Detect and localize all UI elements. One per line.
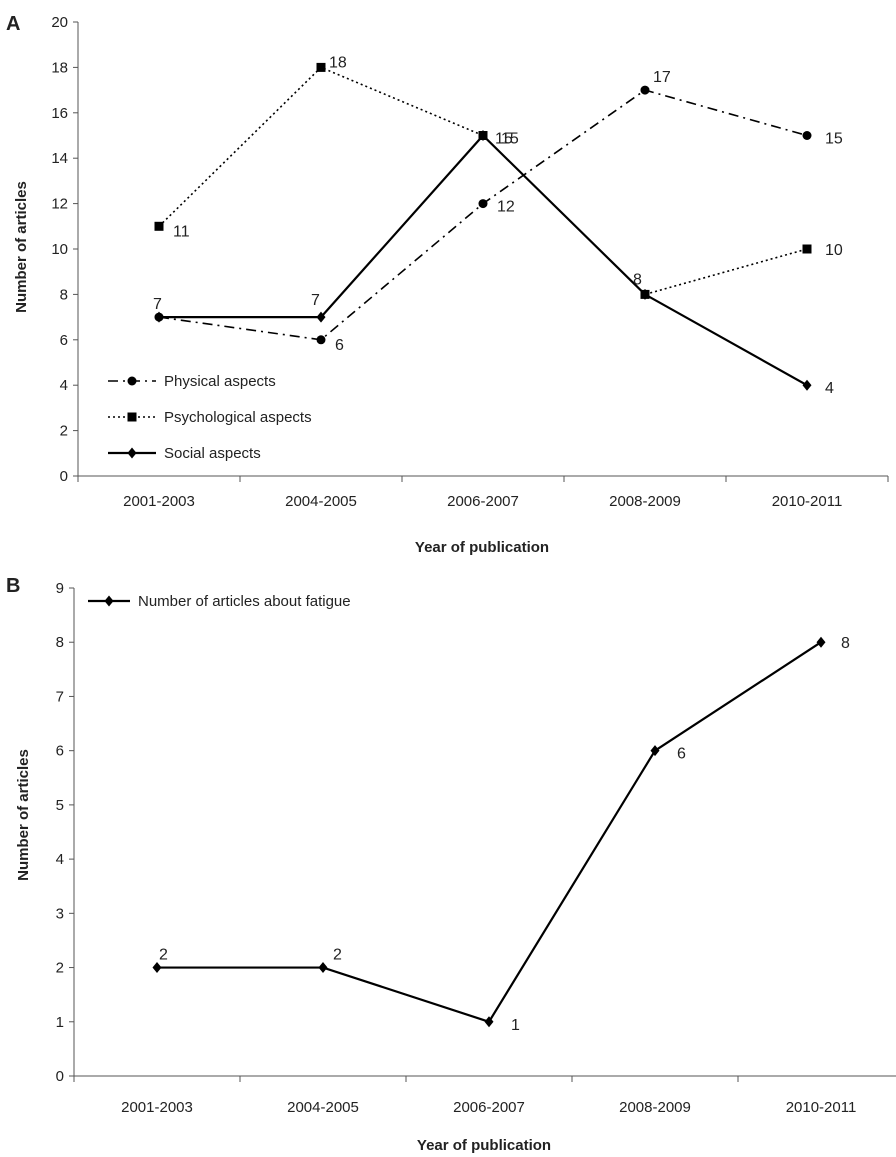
data-label: 2 — [333, 947, 342, 964]
y-tick-label: 6 — [56, 743, 64, 760]
data-label: 4 — [825, 380, 834, 397]
x-tick-label: 2006-2007 — [447, 493, 519, 510]
legend-a: Physical aspects Psychological aspects Soc… — [108, 373, 312, 462]
data-point-circle — [316, 335, 326, 345]
data-label: 15 — [501, 131, 519, 148]
data-point-square — [154, 221, 164, 231]
data-point-square — [316, 62, 326, 72]
data-labels-b: 2 2 1 6 8 — [159, 635, 850, 1034]
panel-letter-b: B — [6, 575, 20, 597]
x-tick-label: 2010-2011 — [772, 493, 843, 510]
series-a — [154, 62, 812, 391]
data-label: 2 — [159, 947, 168, 964]
data-label: 10 — [825, 242, 843, 259]
series-line — [158, 66, 808, 296]
y-axis-title-b: Number of articles — [15, 749, 32, 881]
y-tick-label: 2 — [56, 960, 64, 977]
y-tick-label: 6 — [60, 332, 68, 349]
y-tick-label: 5 — [56, 797, 64, 814]
data-label: 7 — [153, 296, 162, 313]
data-label: 18 — [329, 54, 347, 71]
series-line — [159, 133, 808, 387]
data-point-circle — [802, 131, 812, 140]
y-tick-label: 9 — [56, 580, 64, 597]
data-point-diamond — [478, 130, 488, 141]
y-tick-label: 8 — [56, 634, 64, 651]
data-label: 7 — [311, 292, 320, 309]
legend-label: Number of articles about fatigue — [138, 593, 351, 610]
axes-a — [77, 22, 888, 477]
series-line — [158, 89, 808, 341]
x-axis-title-b: Year of publication — [417, 1137, 551, 1154]
x-tick-label: 2008-2009 — [609, 493, 681, 510]
x-axis-title-a: Year of publication — [415, 539, 549, 556]
series-b — [152, 636, 826, 1028]
legend-b: Number of articles about fatigue — [88, 593, 351, 610]
data-label: 6 — [677, 746, 686, 763]
y-tick-label: 18 — [51, 59, 68, 76]
legend-marker-circle — [127, 376, 137, 386]
data-label: 8 — [633, 271, 642, 288]
chart-panel-b: B 0 1 2 3 4 5 6 7 8 9 2001-2003 2004-2005 2006-2007… — [6, 575, 896, 1154]
y-tick-label: 16 — [51, 105, 68, 122]
axes-b — [73, 588, 896, 1077]
legend-label: Physical aspects — [164, 373, 276, 390]
y-tick-label: 0 — [56, 1068, 64, 1085]
y-tick-label: 14 — [51, 150, 68, 167]
data-point-diamond — [316, 311, 326, 323]
data-point-diamond — [640, 288, 650, 300]
y-tick-label: 4 — [56, 851, 64, 868]
data-point-diamond — [152, 962, 162, 974]
x-tick-label: 2004-2005 — [287, 1099, 359, 1116]
legend-marker-square — [127, 412, 137, 422]
x-tick-labels-a: 2001-2003 2004-2005 2006-2007 2008-2009 2010… — [77, 476, 889, 510]
y-tick-label: 12 — [51, 196, 68, 213]
y-tick-label: 3 — [56, 905, 64, 922]
data-label: 17 — [653, 69, 671, 86]
data-point-circle — [640, 85, 650, 95]
data-point-square — [802, 244, 812, 254]
legend-label: Social aspects — [164, 445, 261, 462]
x-tick-label: 2001-2003 — [123, 493, 195, 510]
y-tick-label: 20 — [51, 14, 68, 31]
y-tick-label: 0 — [60, 468, 68, 485]
y-tick-label: 10 — [51, 241, 68, 258]
x-tick-labels-b: 2001-2003 2004-2005 2006-2007 2008-2009 2010… — [73, 1076, 857, 1116]
data-label: 8 — [841, 635, 850, 652]
data-label: 11 — [173, 223, 190, 240]
data-point-diamond — [154, 311, 164, 323]
data-point-diamond — [318, 962, 328, 974]
x-tick-label: 2004-2005 — [285, 493, 357, 510]
y-tick-label: 8 — [60, 286, 68, 303]
x-tick-label: 2008-2009 — [619, 1099, 691, 1116]
y-tick-label: 2 — [60, 423, 68, 440]
y-tick-labels-b: 0 1 2 3 4 5 6 7 8 9 — [56, 580, 74, 1085]
y-tick-label: 4 — [60, 377, 68, 394]
data-label: 12 — [497, 199, 515, 216]
legend-marker-diamond — [127, 447, 137, 459]
data-point-diamond — [816, 636, 826, 648]
data-point-diamond — [802, 379, 812, 391]
series-line — [157, 641, 822, 1024]
data-label: 15 — [495, 131, 513, 148]
y-tick-labels-a: 0 2 4 6 8 10 12 14 16 18 20 — [51, 14, 78, 485]
data-label: 6 — [335, 337, 344, 354]
x-tick-label: 2001-2003 — [121, 1099, 193, 1116]
y-axis-title-a: Number of articles — [13, 181, 30, 313]
data-label: 15 — [825, 131, 843, 148]
x-tick-label: 2006-2007 — [453, 1099, 525, 1116]
x-tick-label: 2010-2011 — [786, 1099, 857, 1116]
legend-marker-diamond — [104, 595, 114, 607]
y-tick-label: 1 — [56, 1014, 64, 1031]
y-tick-label: 7 — [56, 688, 64, 705]
data-labels-a: 6 12 17 15 11 18 15 10 7 7 15 8 4 — [153, 54, 843, 397]
data-label: 1 — [511, 1017, 520, 1034]
data-point-diamond — [650, 745, 660, 757]
legend-label: Psychological aspects — [164, 409, 312, 426]
data-point-circle — [478, 199, 488, 209]
panel-letter-a: A — [6, 13, 20, 35]
data-point-diamond — [484, 1016, 494, 1028]
